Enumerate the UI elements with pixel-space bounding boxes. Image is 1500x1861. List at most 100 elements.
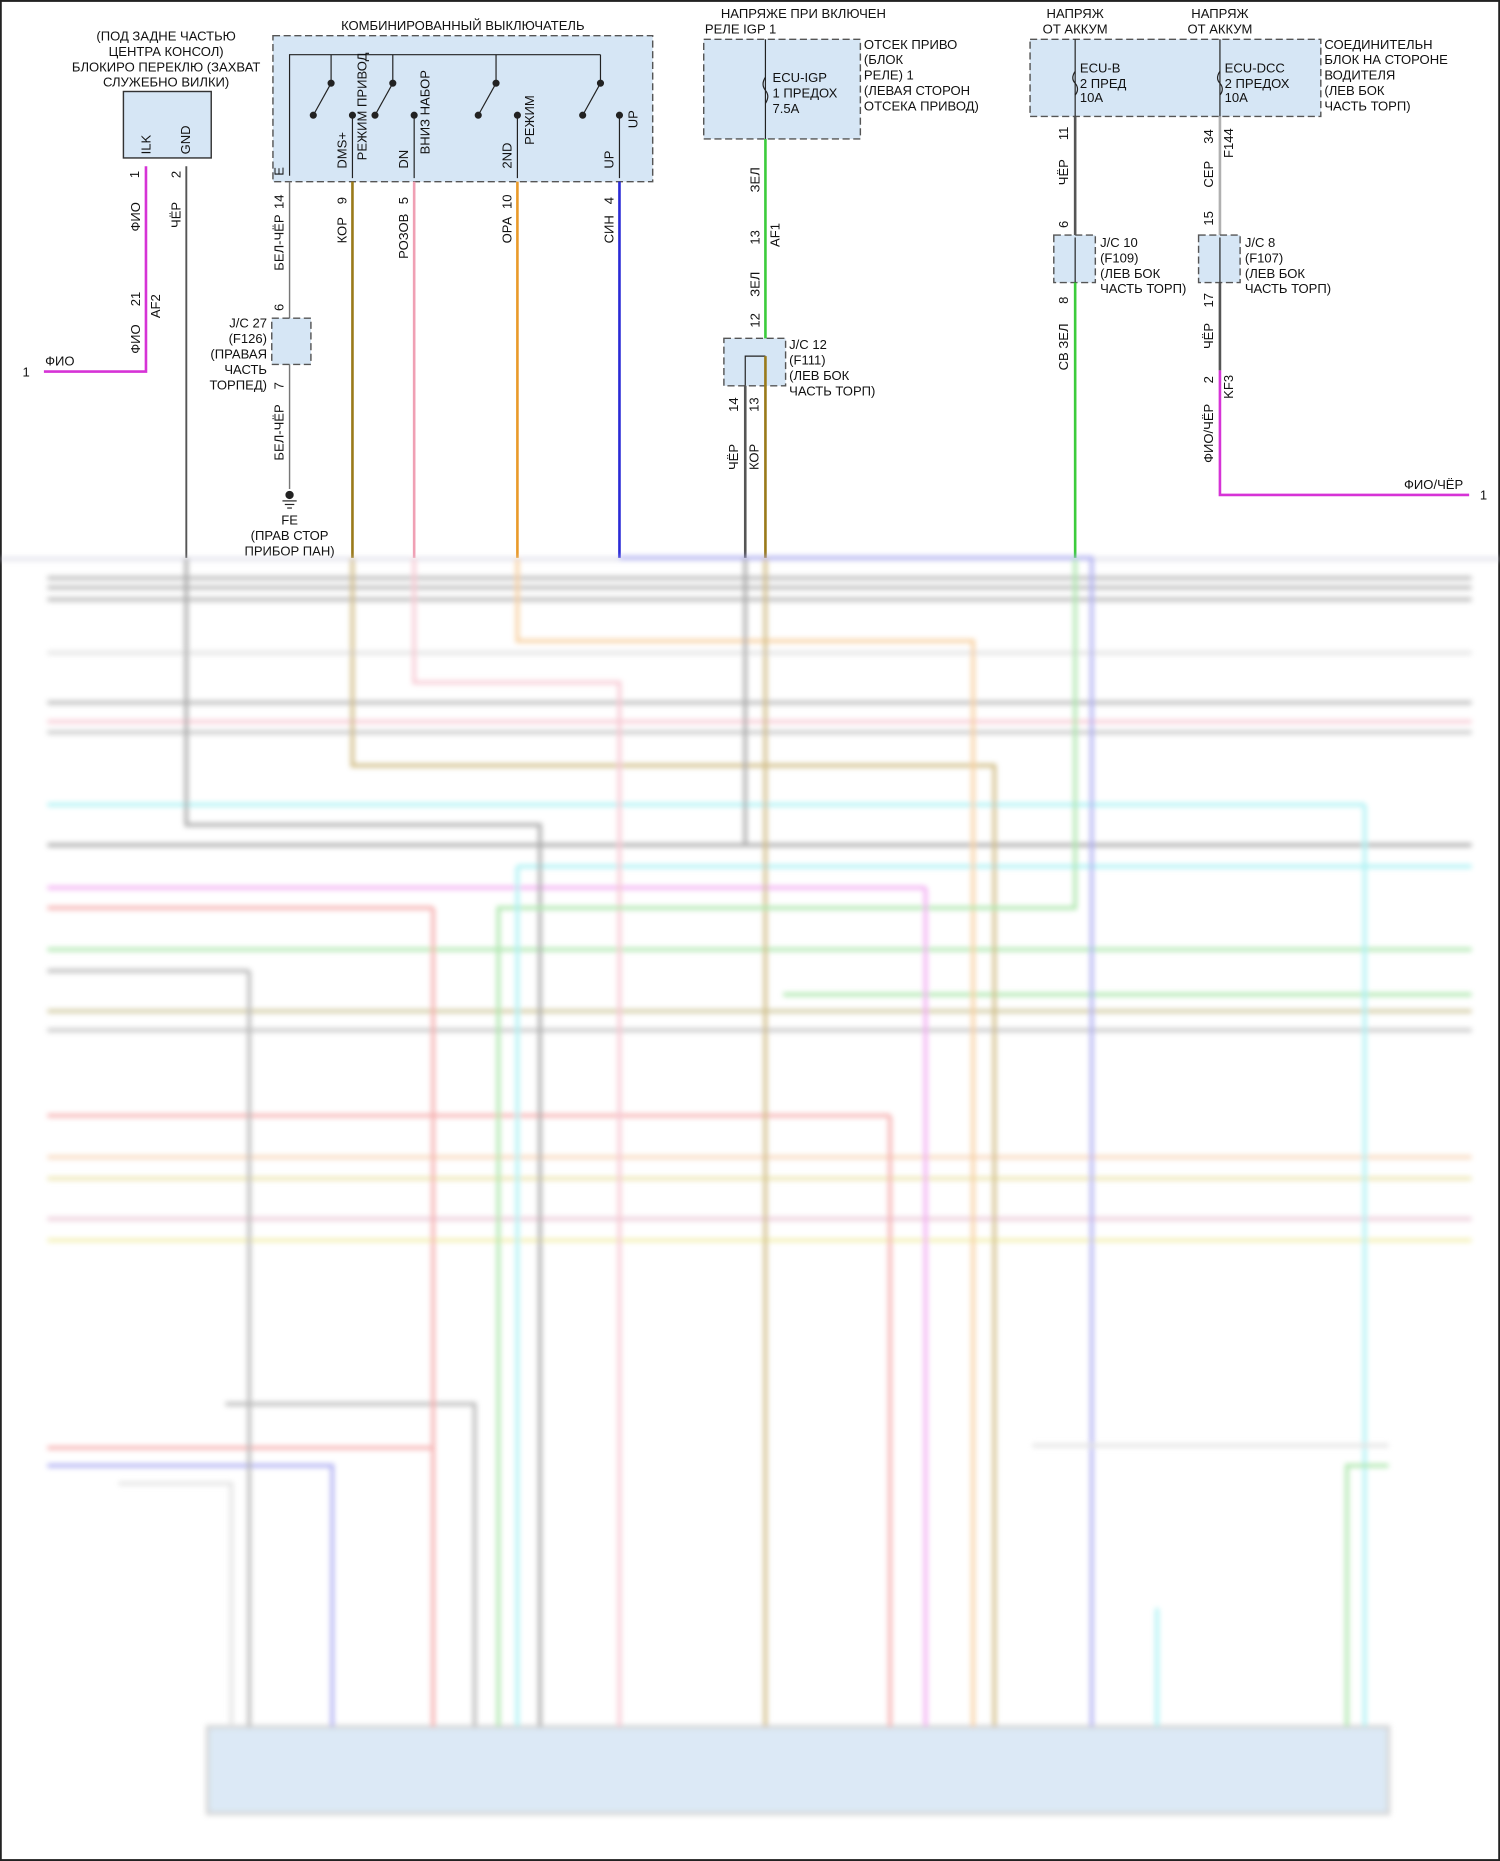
wire-label: СВ ЗЕЛ <box>1056 323 1071 370</box>
shift-interlock-switch: (ПОД ЗАДНЕ ЧАСТЬЮ ЦЕНТРА КОНСОЛ) БЛОКИРО… <box>23 28 260 558</box>
jc-label: ЧАСТЬ ТОРП) <box>1100 281 1186 296</box>
supply-title: НАПРЯЖ <box>1191 6 1248 21</box>
connector-label: AF1 <box>768 223 783 247</box>
wire-label: КОР <box>335 217 350 244</box>
jc-label: J/C 10 <box>1100 235 1138 250</box>
wire-label: БЕЛ-ЧЁР <box>272 214 287 271</box>
wire-label: ФИО <box>128 202 143 231</box>
pin-number: 14 <box>272 194 287 209</box>
pin-label: DN <box>396 150 411 169</box>
pin-number: 7 <box>272 382 287 389</box>
junction-jc10 <box>1053 234 1097 284</box>
obscured-ecu-section <box>0 556 1500 1816</box>
wire-violet-black <box>1218 370 1470 497</box>
wire-label: ЧЁР <box>1056 159 1071 185</box>
jc-label: J/C 12 <box>789 337 827 352</box>
jc-label: ТОРПЕД) <box>210 377 268 392</box>
wire-label: ЧЁР <box>1201 323 1216 349</box>
location-line: СЛУЖЕБНО ВИЛКИ) <box>103 75 229 90</box>
wire-fio <box>43 166 148 373</box>
block-label: БЛОК НА СТОРОНЕ <box>1324 52 1448 67</box>
ground-icon <box>282 490 297 509</box>
pin-number: 6 <box>272 304 287 311</box>
fuse-label: 10A <box>1080 90 1104 105</box>
block-label: ОТСЕКА ПРИВОД) <box>864 98 979 113</box>
pin-label: ILK <box>139 135 154 155</box>
inner-label: РЕЖИМ <box>522 95 537 145</box>
wire-label: ФИО <box>128 324 143 353</box>
pin-number: 2 <box>1201 376 1216 383</box>
junction-jc12 <box>723 337 787 387</box>
wire-label: ЗЕЛ <box>747 167 762 192</box>
pin-number: 9 <box>335 197 350 204</box>
pin-label: E <box>272 167 287 176</box>
wire-label: ФИО <box>45 354 74 369</box>
jc-label: ЧАСТЬ ТОРП) <box>1245 281 1331 296</box>
pin-number: 14 <box>726 397 741 412</box>
block-label: (ЛЕВАЯ СТОРОН <box>864 83 970 98</box>
interlock-box <box>122 90 212 159</box>
inner-label: ВНИЗ НАБОР <box>418 70 433 155</box>
component-title: КОМБИНИРОВАННЫЙ ВЫКЛЮЧАТЕЛЬ <box>341 18 584 33</box>
junction-block-box <box>1029 38 1322 118</box>
supply-title: НАПРЯЖЕ ПРИ ВКЛЮЧЕН <box>721 6 886 21</box>
jc-label: (ЛЕВ БОК <box>789 368 849 383</box>
ground-label: FE <box>281 513 298 528</box>
wire-label: ФИО/ЧЁР <box>1201 403 1216 462</box>
jc-label: J/C 27 <box>229 316 267 331</box>
pin-number: 8 <box>1056 297 1071 304</box>
connector-pin: 21 <box>128 292 143 307</box>
pin-label: 2ND <box>499 143 514 169</box>
relay-block-box <box>703 38 862 140</box>
switch-contacts <box>309 54 624 179</box>
wire-label: СИН <box>602 215 617 243</box>
jc-label: (F126) <box>229 331 267 346</box>
fuse-label: 2 ПРЕД <box>1080 76 1127 91</box>
jc-label: J/C 8 <box>1245 235 1275 250</box>
location-line: БЛОКИРО ПЕРЕКЛЮ (ЗАХВАТ <box>72 59 260 74</box>
jc-label: (F107) <box>1245 250 1283 265</box>
wire-label: ОРА <box>499 216 514 243</box>
pin-number: 15 <box>1201 211 1216 226</box>
switch-box <box>272 35 654 183</box>
fuse-label: 10A <box>1225 90 1249 105</box>
pin-label: DMS+ <box>335 132 350 169</box>
fuse-icon <box>762 76 769 104</box>
fuse-label: ECU-B <box>1080 61 1121 76</box>
fuse-label: 2 ПРЕДОХ <box>1225 76 1290 91</box>
jc-label: (ПРАВАЯ <box>210 347 267 362</box>
jc-label: ЧАСТЬ ТОРП) <box>789 383 875 398</box>
fuse-icon <box>1216 70 1223 96</box>
pin-number: 34 <box>1201 129 1216 144</box>
wire-label: РОЗОВ <box>396 213 411 258</box>
block-label: (БЛОК <box>864 52 904 67</box>
pin-number: 17 <box>1201 293 1216 308</box>
jc-label: ЧАСТЬ <box>224 362 267 377</box>
junction-jc27 <box>271 317 312 366</box>
jc-bridge <box>744 355 766 386</box>
ground-label: ПРИБОР ПАН) <box>244 543 334 558</box>
pin-number: 6 <box>1056 221 1071 228</box>
location-line: ЦЕНТРА КОНСОЛ) <box>109 44 224 59</box>
pin-number: 4 <box>602 197 617 204</box>
battery-supply: НАПРЯЖ ОТ АККУМ НАПРЯЖ ОТ АККУМ ECU-B 2 … <box>1029 6 1487 558</box>
wire-label: БЕЛ-ЧЁР <box>272 404 287 461</box>
connector-label: KF3 <box>1221 375 1236 399</box>
supply-title: РЕЛЕ IGP 1 <box>705 21 776 36</box>
pin-number: 1 <box>127 171 142 178</box>
pin-number: 10 <box>499 194 514 209</box>
igp-relay-supply: НАПРЯЖЕ ПРИ ВКЛЮЧЕН РЕЛЕ IGP 1 ECU-IGP 1… <box>703 6 979 558</box>
jc-label: (ЛЕВ БОК <box>1100 266 1160 281</box>
jc-label: (F109) <box>1100 250 1138 265</box>
block-label: ОТСЕК ПРИВО <box>864 37 957 52</box>
page-ref: 1 <box>1480 488 1487 503</box>
wire-label: ЗЕЛ <box>747 272 762 297</box>
wire-label: ЧЁР <box>726 444 741 470</box>
connector-label: F144 <box>1221 128 1236 158</box>
supply-title: ОТ АККУМ <box>1043 21 1108 36</box>
inner-label: UP <box>625 110 640 128</box>
jc-label: (ЛЕВ БОК <box>1245 266 1305 281</box>
supply-title: НАПРЯЖ <box>1047 6 1104 21</box>
pin-number: 13 <box>746 397 761 412</box>
